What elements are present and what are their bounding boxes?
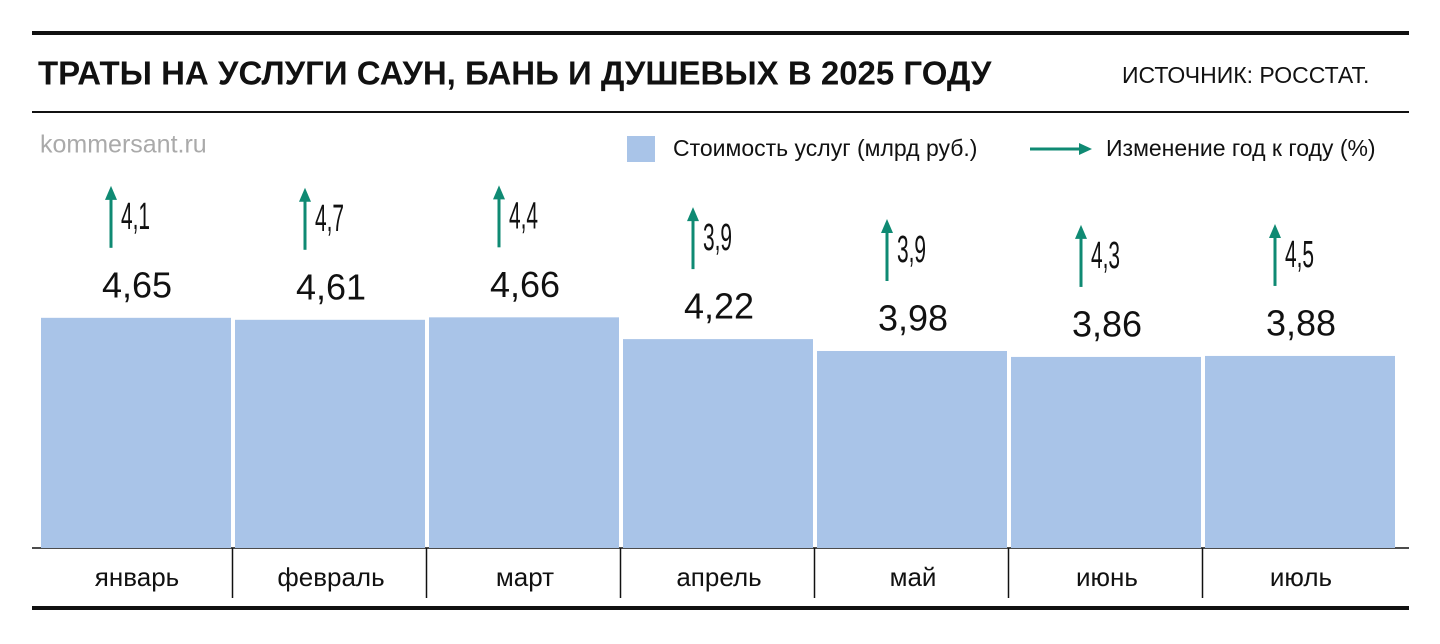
change-arrow-head: [299, 187, 311, 202]
legend-swatch: [627, 136, 655, 162]
bar: [1011, 356, 1201, 548]
value-label: 3,88: [1266, 302, 1336, 343]
x-tick-label: апрель: [676, 562, 761, 592]
change-label: 4,3: [1091, 235, 1120, 277]
value-label: 4,65: [102, 264, 172, 305]
x-tick-label: февраль: [277, 562, 384, 592]
change-label: 4,1: [121, 195, 150, 237]
watermark: kommersant.ru: [40, 131, 207, 159]
legend-label: Изменение год к году (%): [1106, 135, 1376, 161]
change-arrow-head: [687, 207, 699, 222]
value-label: 3,86: [1072, 303, 1142, 344]
change-label: 4,7: [315, 197, 344, 239]
x-tick-label: июль: [1270, 562, 1332, 592]
change-arrow-head: [493, 185, 505, 200]
change-arrow-head: [105, 185, 117, 200]
bar: [817, 350, 1007, 548]
x-tick-label: март: [496, 562, 554, 592]
change-label: 3,9: [897, 229, 926, 271]
change-label: 3,9: [703, 217, 732, 259]
bar: [41, 317, 231, 548]
bar: [429, 317, 619, 548]
change-label: 4,4: [509, 195, 538, 237]
x-tick-label: июнь: [1076, 562, 1138, 592]
change-arrow-head: [881, 218, 893, 233]
bar: [623, 339, 813, 548]
value-label: 4,22: [684, 286, 754, 327]
source: ИСТОЧНИК: РОССТАТ.: [1122, 62, 1369, 88]
chart-title: ТРАТЫ НА УСЛУГИ САУН, БАНЬ И ДУШЕВЫХ В 2…: [38, 55, 992, 92]
change-arrow-head: [1075, 224, 1087, 239]
bar: [235, 319, 425, 548]
value-label: 3,98: [878, 298, 948, 339]
legend-label: Стоимость услуг (млрд руб.): [673, 135, 977, 161]
x-tick-label: май: [890, 562, 937, 592]
legend-arrow-head: [1079, 143, 1092, 155]
change-arrow-head: [1269, 223, 1281, 238]
value-label: 4,61: [296, 266, 366, 307]
bar: [1205, 355, 1395, 548]
change-label: 4,5: [1285, 234, 1314, 276]
x-tick-label: январь: [95, 562, 179, 592]
value-label: 4,66: [490, 264, 560, 305]
